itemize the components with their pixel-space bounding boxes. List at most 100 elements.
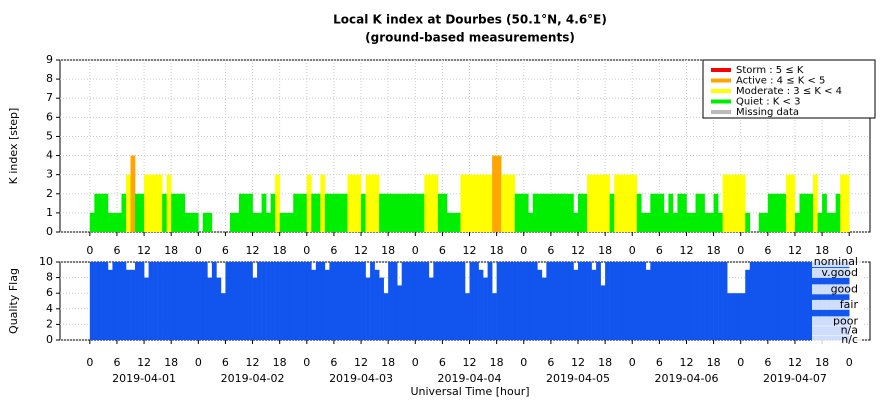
quality-bar (785, 262, 791, 340)
k-bar (252, 212, 258, 232)
x-tick-label: 0 (629, 356, 636, 369)
quality-bar (297, 262, 303, 340)
quality-bar (293, 262, 299, 340)
k-bar (519, 193, 525, 232)
k-bar (709, 212, 714, 232)
legend-label: Moderate : 3 ≤ K < 4 (736, 86, 842, 97)
k-bar (492, 155, 497, 232)
quality-bar (668, 262, 674, 340)
k-bar (731, 174, 737, 232)
k-bar (632, 174, 638, 232)
quality-bar (772, 262, 778, 340)
quality-bar (112, 262, 118, 340)
x-tick-label: 12 (137, 244, 151, 257)
quality-bar (555, 262, 561, 340)
quality-bar (532, 262, 538, 340)
k-bar (202, 212, 208, 232)
legend-label: Storm : 5 ≤ K (736, 65, 804, 76)
quality-bar (148, 262, 154, 340)
quality-bar (654, 262, 660, 340)
k-bar (388, 193, 393, 232)
quality-bar (356, 262, 362, 340)
k-bar (428, 174, 434, 232)
quality-bar (469, 262, 475, 340)
k-bar (465, 174, 470, 232)
k-bar (817, 212, 823, 232)
day-label: 2019-04-05 (546, 372, 610, 385)
quality-bar (234, 262, 240, 340)
x-tick-label: 18 (381, 244, 395, 257)
k-bar (89, 212, 95, 232)
quality-bar (351, 262, 357, 340)
quality-bar (691, 262, 696, 340)
quality-bar (279, 262, 285, 340)
quality-bar (202, 262, 208, 340)
quality-bar (790, 262, 796, 340)
quality-bar (347, 262, 353, 340)
k-bar (451, 212, 457, 232)
quality-bar (135, 262, 140, 340)
k-bar (790, 174, 796, 232)
k-bar (125, 174, 131, 232)
quality-bar (492, 293, 497, 340)
x-tick-label: 18 (707, 356, 721, 369)
quality-bar (410, 262, 416, 340)
quality-bar (487, 262, 493, 340)
quality-bar (451, 262, 457, 340)
quality-bar (681, 262, 687, 340)
k-bar (528, 212, 534, 232)
k-bar (94, 193, 100, 232)
x-tick-label: 0 (86, 356, 93, 369)
x-tick-label: 0 (737, 356, 744, 369)
k-bar (374, 174, 380, 232)
quality-bar (139, 262, 145, 340)
quality-bar (107, 269, 113, 340)
quality-bar (537, 269, 543, 340)
k-bar (487, 174, 493, 232)
quality-bar (207, 277, 213, 340)
quality-bar (121, 262, 127, 340)
k-bar (103, 193, 109, 232)
quality-bar (342, 262, 348, 340)
k-bar (659, 193, 665, 232)
quality-bar (546, 262, 552, 340)
k-bar (582, 193, 588, 232)
quality-bar (758, 262, 764, 340)
y-tick-label: 8 (46, 72, 53, 85)
x-tick-label: 6 (222, 356, 229, 369)
quality-bar (442, 262, 448, 340)
k-bar (207, 212, 213, 232)
k-bar (275, 174, 280, 232)
k-bar (410, 193, 416, 232)
k-bar (347, 174, 353, 232)
y-tick-label: 9 (46, 53, 53, 66)
k-bar (419, 193, 425, 232)
quality-bar (745, 269, 751, 340)
quality-bar (460, 262, 466, 340)
x-tick-label: 6 (222, 244, 229, 257)
k-bar (175, 193, 181, 232)
quality-bar (270, 262, 276, 340)
y-tick-label: 8 (46, 271, 53, 284)
k-bar (478, 174, 484, 232)
quality-bar (627, 262, 633, 340)
k-bar (822, 193, 827, 232)
y-tick-label: 6 (46, 110, 53, 123)
k-bar (532, 193, 538, 232)
k-bar (351, 174, 357, 232)
x-tick-label: 0 (520, 356, 527, 369)
quality-bar (302, 262, 308, 340)
k-bar (804, 193, 809, 232)
x-tick-label: 6 (547, 244, 554, 257)
k-bar (550, 193, 556, 232)
k-bar (718, 212, 723, 232)
x-tick-label: 0 (412, 244, 419, 257)
k-bar (392, 193, 398, 232)
k-bar (144, 174, 149, 232)
k-bar (302, 193, 308, 232)
quality-bar (306, 262, 312, 340)
k-bar (162, 193, 167, 232)
x-tick-label: 0 (846, 356, 853, 369)
quality-bar (275, 262, 280, 340)
k-bar (248, 193, 253, 232)
